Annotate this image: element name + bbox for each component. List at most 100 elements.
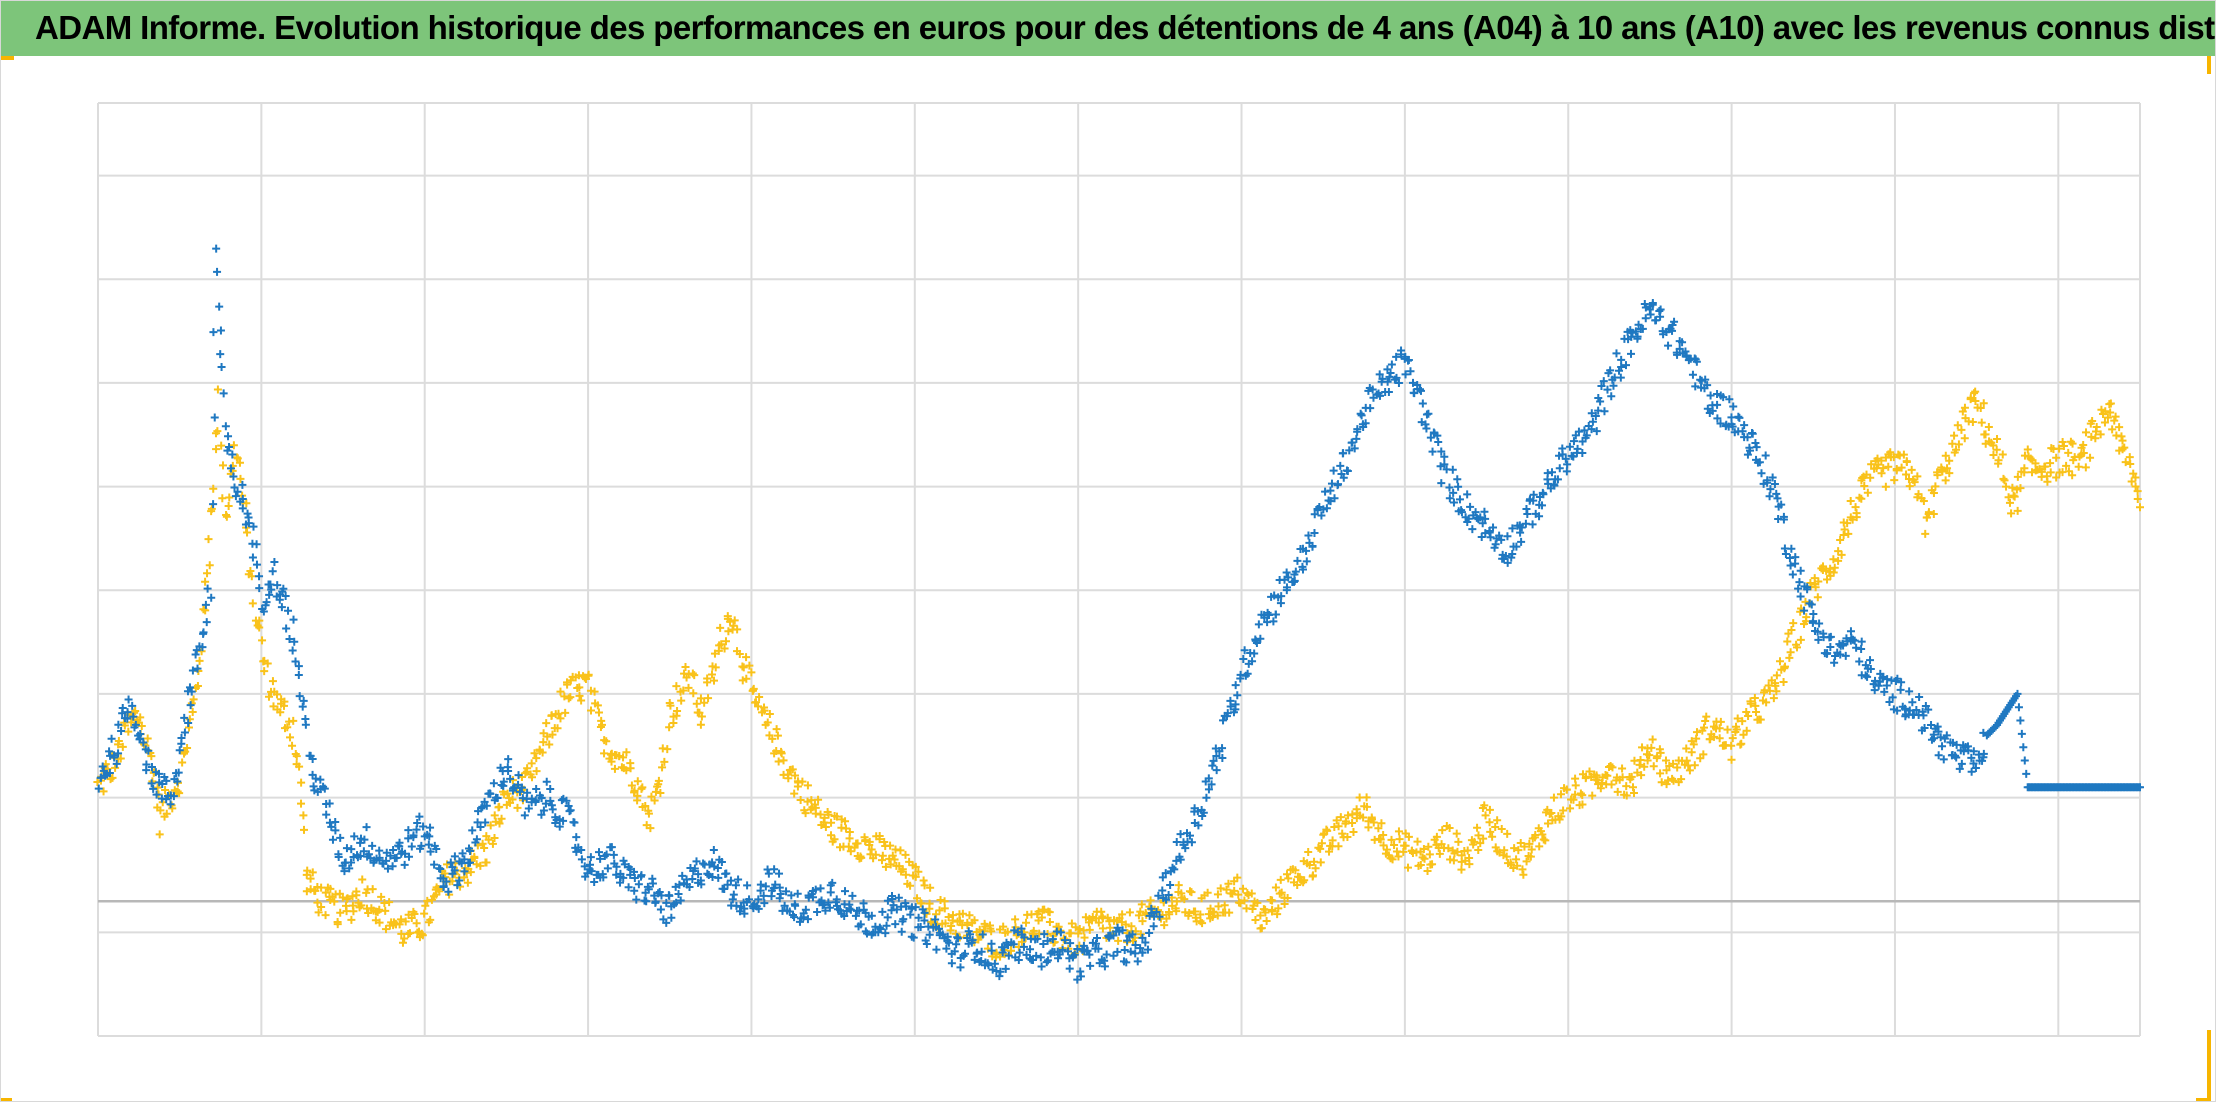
data-point-blue [1187, 838, 1196, 847]
data-point-blue [1748, 429, 1757, 438]
data-point-blue [1004, 951, 1013, 960]
data-point-blue [1969, 747, 1978, 756]
data-point-blue [328, 835, 337, 844]
data-point-blue [1740, 421, 1749, 430]
data-point-blue [262, 598, 271, 607]
data-point-blue [1172, 838, 1181, 847]
corner-accent-bottom-left [0, 1098, 12, 1102]
data-point-yellow [2111, 412, 2120, 421]
data-point-blue [630, 874, 639, 883]
data-point-yellow [1435, 849, 1444, 858]
data-point-blue [596, 854, 605, 863]
data-point-blue [360, 835, 369, 844]
data-point-blue [1638, 324, 1647, 333]
data-point-blue [1548, 468, 1556, 477]
data-point-yellow [1395, 835, 1404, 844]
data-point-blue [891, 920, 900, 929]
data-point-yellow [644, 806, 653, 815]
data-point-yellow [1669, 776, 1678, 785]
data-point-blue [720, 884, 729, 893]
data-point-blue [1194, 821, 1203, 830]
data-point-blue [546, 796, 555, 805]
data-point-blue [225, 442, 234, 451]
data-point-yellow [803, 797, 812, 806]
data-point-blue [191, 650, 200, 659]
data-point-blue [166, 800, 175, 809]
data-point-blue [442, 877, 451, 886]
data-point-blue [1578, 448, 1587, 457]
data-point-yellow [189, 695, 198, 704]
data-point-yellow [1316, 844, 1325, 853]
data-point-yellow [1480, 801, 1489, 810]
data-point-yellow [1813, 593, 1822, 602]
data-point-blue [728, 895, 737, 904]
data-point-blue [383, 864, 392, 873]
data-point-blue [248, 553, 257, 562]
data-point-blue [1277, 592, 1286, 601]
data-point-blue [117, 727, 126, 736]
data-point-blue [1176, 855, 1185, 864]
data-point-yellow [911, 862, 920, 871]
data-point-blue [1703, 381, 1712, 390]
data-point-blue [375, 846, 384, 855]
corner-accent-bottom-right [2207, 1030, 2211, 1102]
data-point-blue [1478, 519, 1487, 528]
data-point-yellow [1502, 852, 1511, 861]
data-point-yellow [708, 670, 716, 679]
data-point-yellow [1413, 837, 1422, 846]
data-point-yellow [508, 795, 517, 804]
data-point-yellow [375, 918, 384, 927]
data-point-yellow [958, 909, 967, 918]
data-point-yellow [1262, 917, 1271, 926]
data-point-yellow [326, 884, 335, 893]
data-point-blue [1501, 552, 1510, 561]
data-point-blue [1481, 514, 1490, 523]
data-point-blue [476, 822, 485, 831]
data-point-blue [230, 483, 239, 492]
data-point-yellow [733, 625, 742, 634]
data-point-blue [1401, 370, 1410, 379]
data-point-blue [1043, 936, 1052, 945]
data-point-blue [1603, 385, 1612, 394]
data-point-blue [970, 955, 979, 964]
data-point-blue [881, 929, 890, 938]
data-point-blue [331, 826, 340, 835]
data-point-blue [209, 328, 218, 337]
data-point-blue [1076, 972, 1085, 981]
data-point-yellow [1647, 743, 1656, 752]
data-point-blue [1815, 619, 1824, 628]
data-point-blue [359, 847, 368, 856]
data-point-yellow [1196, 910, 1205, 919]
data-point-blue [791, 901, 800, 910]
data-point-yellow [1881, 482, 1890, 491]
data-point-yellow [1699, 750, 1708, 759]
data-point-blue [209, 500, 218, 509]
data-point-blue [1535, 512, 1544, 521]
data-point-yellow [1220, 901, 1229, 910]
data-point-blue [295, 692, 304, 701]
data-point-blue [1803, 585, 1812, 594]
data-point-blue [1048, 935, 1057, 944]
data-point-yellow [1454, 837, 1463, 846]
data-point-yellow [554, 709, 563, 718]
data-point-blue [1897, 678, 1906, 687]
data-point-yellow [1506, 858, 1515, 867]
data-point-yellow [1185, 909, 1194, 918]
data-point-yellow [1877, 469, 1886, 478]
data-point-yellow [1075, 924, 1084, 933]
data-point-yellow [721, 637, 730, 646]
data-point-blue [1497, 535, 1506, 544]
data-point-yellow [553, 724, 562, 733]
data-point-blue [1310, 528, 1319, 537]
data-point-blue [226, 464, 235, 473]
data-point-blue [356, 851, 365, 860]
data-point-yellow [1971, 387, 1980, 396]
data-point-blue [1957, 759, 1966, 768]
data-point-blue [1457, 508, 1466, 517]
data-point-yellow [1377, 819, 1386, 828]
data-point-yellow [1114, 936, 1123, 945]
data-point-yellow [1268, 905, 1277, 914]
data-point-yellow [1127, 922, 1136, 931]
data-point-yellow [1284, 874, 1293, 883]
data-point-blue [223, 446, 232, 455]
